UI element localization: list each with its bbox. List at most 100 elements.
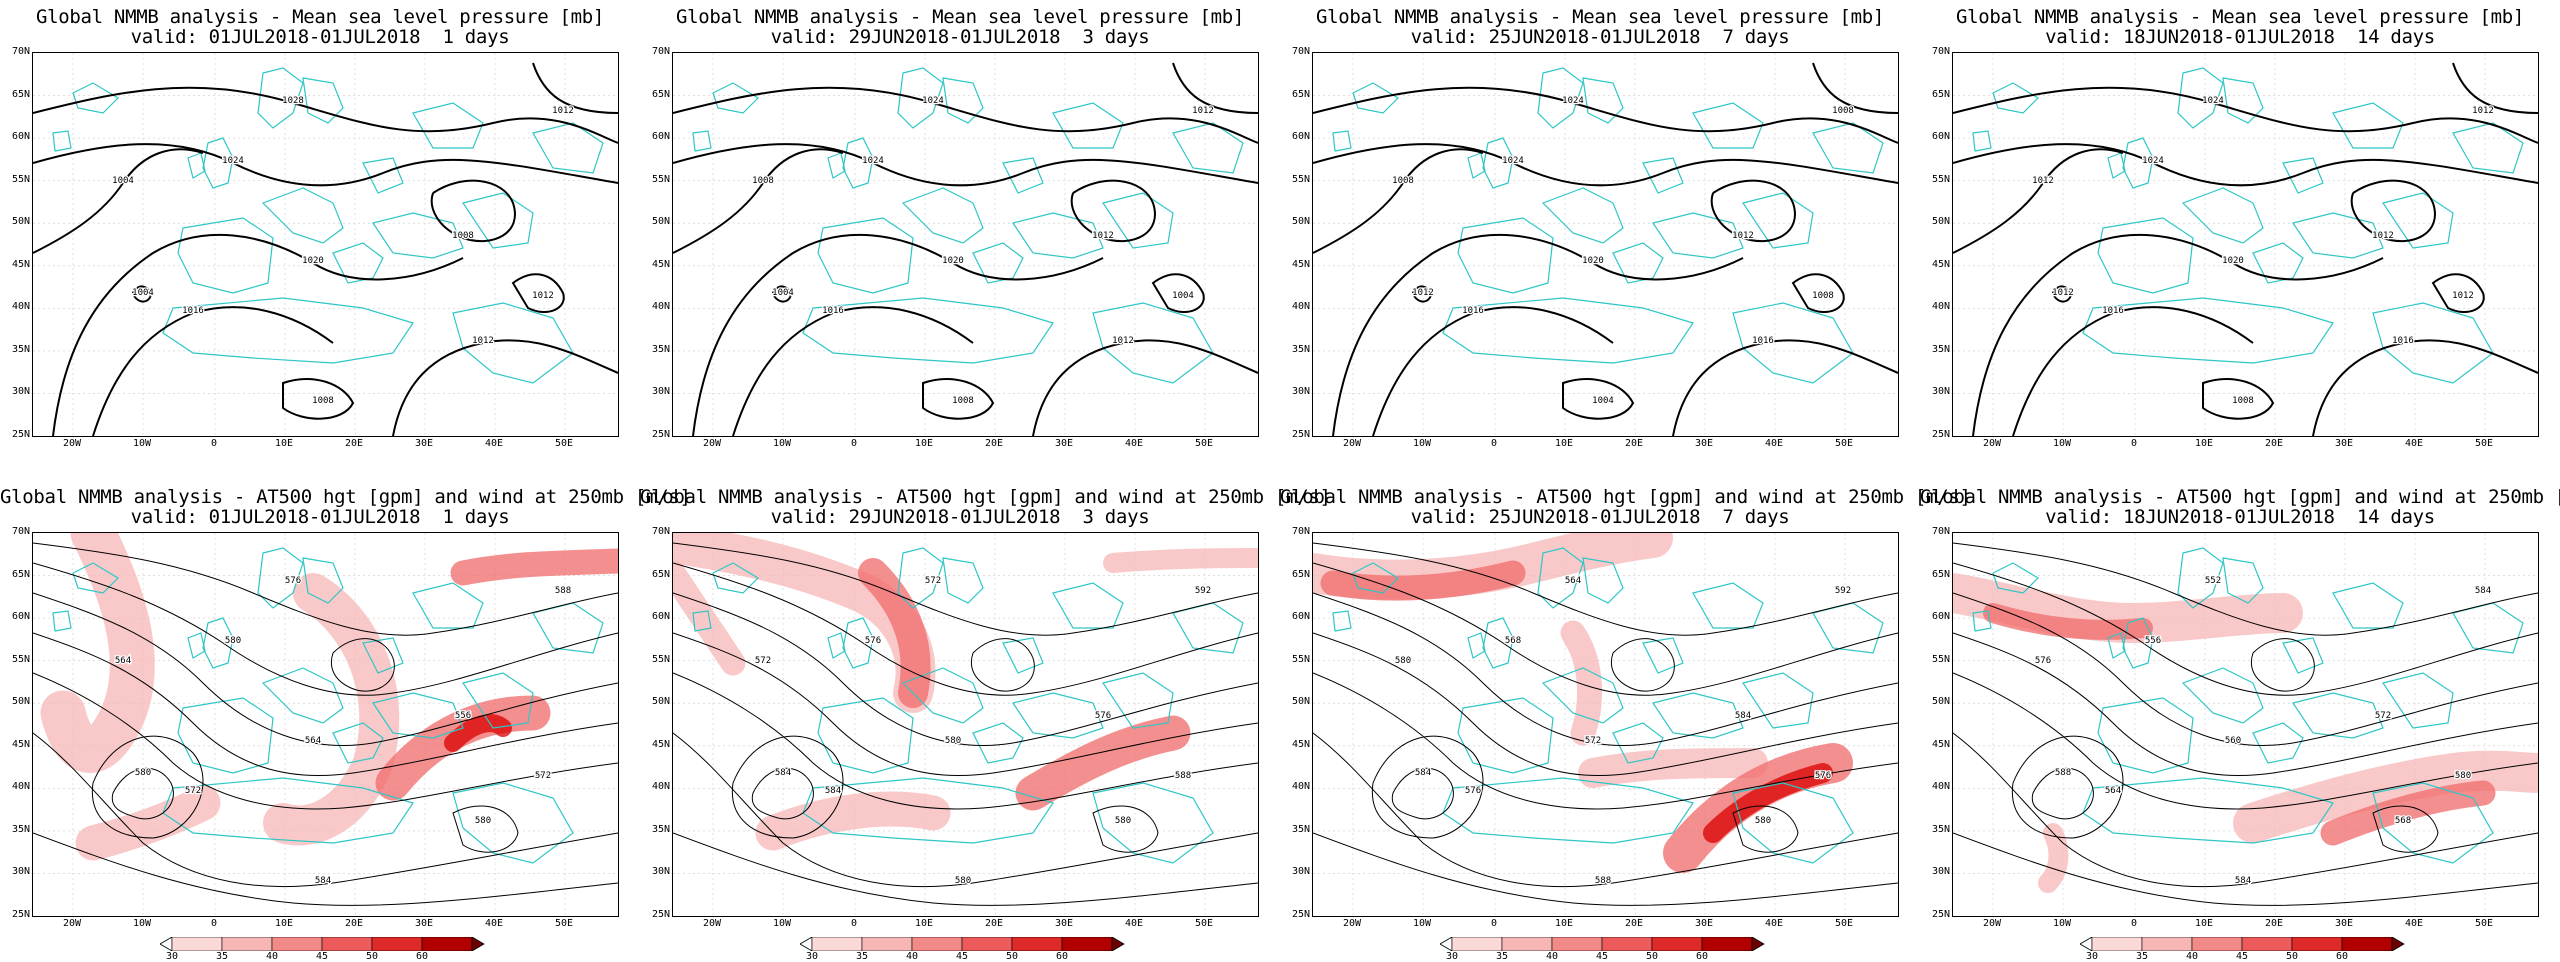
contour-label: 1012 xyxy=(1412,288,1434,298)
coastline xyxy=(257,67,304,129)
contour-line xyxy=(1972,233,2384,436)
contour-label: 1008 xyxy=(2232,396,2254,406)
coastline xyxy=(1582,557,1624,604)
coastline xyxy=(842,617,874,669)
latitude-label: 50N xyxy=(1931,696,1950,708)
coastline xyxy=(2292,212,2384,259)
coastline xyxy=(897,547,944,609)
contour-line xyxy=(511,273,565,313)
coastline xyxy=(2097,217,2194,294)
latitude-label: 60N xyxy=(1291,131,1310,143)
coastline xyxy=(1457,697,1554,774)
contour-line xyxy=(1313,672,1898,810)
jet-wind-shading xyxy=(2038,823,2069,893)
contour-line xyxy=(1953,832,2538,906)
colorbar-label: 35 xyxy=(855,951,869,962)
coastline xyxy=(712,562,759,594)
longitude-label: 30E xyxy=(414,438,434,449)
contour-label: 1008 xyxy=(452,231,474,241)
coastline xyxy=(1172,602,1244,654)
contour-line xyxy=(1313,732,1898,888)
panel-valid-period: valid: 01JUL2018-01JUL2018 1 days xyxy=(130,26,510,48)
contour-line xyxy=(771,285,793,303)
contour-label: 556 xyxy=(2145,636,2161,646)
longitude-label: 20W xyxy=(1982,918,2002,929)
map-panel: Global NMMB analysis - Mean sea level pr… xyxy=(640,0,1280,480)
coastline xyxy=(1052,102,1124,149)
coastline xyxy=(2372,302,2494,384)
coastline xyxy=(1541,667,1624,724)
latitude-label: 40N xyxy=(651,781,670,793)
contour-line xyxy=(1313,592,1898,746)
panel-title: Global NMMB analysis - Mean sea level pr… xyxy=(675,6,1245,28)
coastline xyxy=(1092,302,1214,384)
contour-line xyxy=(2012,306,2254,436)
contour-label: 576 xyxy=(865,636,881,646)
contour-line xyxy=(330,638,395,692)
contour-label: 576 xyxy=(285,576,301,586)
coastline xyxy=(942,557,984,604)
panel-valid-period: valid: 25JUN2018-01JUL2018 7 days xyxy=(1410,26,1790,48)
contour-line xyxy=(2011,735,2124,839)
coastline xyxy=(1442,777,1694,844)
contour-label: 1016 xyxy=(1752,336,1774,346)
contour-label: 588 xyxy=(555,586,571,596)
contour-line xyxy=(33,542,618,636)
latitude-label: 65N xyxy=(11,568,30,580)
coastline xyxy=(1612,242,1664,284)
wind-colorbar xyxy=(1440,937,1765,951)
coastline xyxy=(2222,557,2264,604)
contour-line xyxy=(1953,732,2538,888)
latitude-label: 40N xyxy=(1291,301,1310,313)
contour-label: 1016 xyxy=(1462,306,1484,316)
contour-line xyxy=(1032,339,1258,436)
latitude-label: 45N xyxy=(11,258,30,270)
colorbar-label: 30 xyxy=(1445,951,1459,962)
contour-line xyxy=(1391,767,1454,820)
coastline xyxy=(452,302,574,384)
panel-title: Global NMMB analysis - Mean sea level pr… xyxy=(1315,6,1885,28)
longitude-label: 0 xyxy=(850,918,858,929)
longitude-label: 10W xyxy=(1412,438,1432,449)
contour-label: 1016 xyxy=(2102,306,2124,316)
contour-label: 580 xyxy=(945,736,961,746)
latitude-label: 70N xyxy=(11,526,30,537)
contour-line xyxy=(673,86,1258,144)
coastline xyxy=(1467,152,1486,179)
contour-line xyxy=(1332,233,1744,436)
contour-line xyxy=(1953,148,2124,254)
longitude-label: 10W xyxy=(772,438,792,449)
longitude-label: 50E xyxy=(2474,918,2494,929)
contour-label: 580 xyxy=(225,636,241,646)
longitude-label: 20W xyxy=(62,438,82,449)
coastline xyxy=(1012,692,1104,739)
contour-label: 576 xyxy=(1465,786,1481,796)
contour-line xyxy=(33,592,618,746)
latitude-label: 40N xyxy=(1291,781,1310,793)
contour-label: 580 xyxy=(2455,771,2471,781)
longitude-label: 20E xyxy=(1624,918,1644,929)
jet-wind-shading xyxy=(1578,748,1768,788)
coastline xyxy=(817,217,914,294)
contour-line xyxy=(52,233,464,436)
latitude-label: 55N xyxy=(11,653,30,665)
longitude-label: 20E xyxy=(2264,438,2284,449)
wind-colorbar xyxy=(800,937,1125,951)
contour-line xyxy=(452,805,519,853)
contour-label: 584 xyxy=(1415,768,1431,778)
contour-line xyxy=(430,179,516,243)
coastline xyxy=(1002,637,1044,674)
longitude-label: 20E xyxy=(1624,438,1644,449)
contour-line xyxy=(33,632,618,776)
latitude-label: 30N xyxy=(11,866,30,878)
map-canvas: 564 568 572 576 580 584 580 576 588 584 592 xyxy=(1313,533,1898,916)
coastline xyxy=(162,297,414,364)
contour-line xyxy=(392,339,618,436)
contour-line xyxy=(2452,62,2538,114)
latitude-label: 50N xyxy=(1291,696,1310,708)
contour-line xyxy=(922,378,995,420)
latitude-label: 65N xyxy=(11,88,30,100)
colorbar-label: 40 xyxy=(265,951,279,962)
map-area: 576 580 564 572 580 556 564 572 584 580 588 xyxy=(32,532,619,917)
contour-line xyxy=(1732,805,1799,853)
